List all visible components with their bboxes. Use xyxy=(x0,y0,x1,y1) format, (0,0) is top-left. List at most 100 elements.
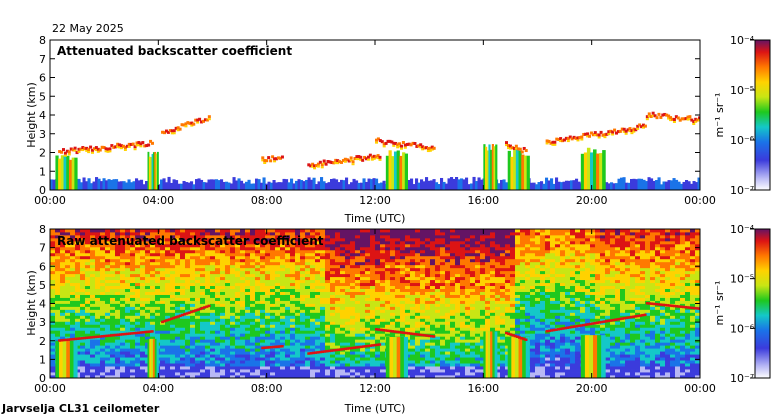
raw-backscatter-cell xyxy=(365,267,371,272)
raw-backscatter-cell xyxy=(90,345,96,349)
raw-backscatter-cell xyxy=(245,342,251,346)
raw-backscatter-cell xyxy=(395,264,401,269)
raw-backscatter-cell xyxy=(215,234,221,239)
raw-backscatter-cell xyxy=(110,261,116,266)
raw-backscatter-cell xyxy=(130,255,136,260)
raw-backscatter-cell xyxy=(135,342,141,346)
raw-backscatter-cell xyxy=(225,354,231,358)
raw-backscatter-cell xyxy=(55,306,61,310)
raw-backscatter-cell xyxy=(290,231,296,236)
raw-backscatter-cell xyxy=(160,294,166,298)
raw-backscatter-cell xyxy=(105,270,111,275)
raw-backscatter-cell xyxy=(125,348,131,352)
cloud-layer-edge xyxy=(698,119,700,122)
cloud-layer-cell xyxy=(102,145,106,149)
raw-backscatter-cell xyxy=(285,264,291,269)
cloud-layer-edge xyxy=(172,132,176,135)
raw-backscatter-cell xyxy=(115,255,121,260)
raw-backscatter-cell xyxy=(435,243,441,248)
raw-backscatter-cell xyxy=(55,315,61,319)
raw-backscatter-cell xyxy=(245,357,251,361)
raw-backscatter-cell xyxy=(390,249,396,254)
raw-backscatter-cell xyxy=(240,288,246,292)
raw-backscatter-cell xyxy=(110,321,116,325)
cloud-layer-cell xyxy=(116,142,120,146)
raw-backscatter-cell xyxy=(260,339,266,343)
raw-backscatter-cell xyxy=(260,321,266,325)
boundary-layer-cell xyxy=(257,179,261,190)
raw-backscatter-cell xyxy=(140,375,146,378)
raw-backscatter-cell xyxy=(250,246,256,251)
raw-backscatter-cell xyxy=(140,363,146,367)
raw-backscatter-cell xyxy=(335,288,341,292)
raw-backscatter-cell xyxy=(375,366,381,370)
raw-backscatter-cell xyxy=(320,270,326,275)
raw-backscatter-cell xyxy=(450,237,456,242)
raw-backscatter-cell xyxy=(370,342,376,346)
raw-backscatter-cell xyxy=(310,366,316,370)
cloud-layer-edge xyxy=(392,144,396,147)
raw-backscatter-cell xyxy=(150,285,156,289)
raw-backscatter-cell xyxy=(425,357,431,361)
raw-backscatter-cell xyxy=(195,258,201,263)
raw-backscatter-cell xyxy=(360,237,366,242)
raw-backscatter-cell xyxy=(275,375,281,378)
raw-backscatter-cell xyxy=(410,252,416,257)
raw-backscatter-cell xyxy=(100,297,106,301)
raw-backscatter-cell xyxy=(460,348,466,352)
raw-backscatter-cell xyxy=(140,354,146,358)
boundary-layer-cell xyxy=(415,178,419,190)
raw-backscatter-cell xyxy=(465,252,471,257)
raw-backscatter-cell xyxy=(215,258,221,263)
raw-backscatter-cell xyxy=(145,288,151,292)
raw-backscatter-cell xyxy=(100,333,106,337)
raw-backscatter-cell xyxy=(170,291,176,295)
raw-backscatter-cell xyxy=(170,276,176,281)
raw-backscatter-cell xyxy=(305,229,311,233)
raw-backscatter-cell xyxy=(390,246,396,251)
raw-backscatter-cell xyxy=(85,300,91,304)
raw-backscatter-cell xyxy=(170,330,176,334)
raw-backscatter-cell xyxy=(330,264,336,269)
raw-backscatter-cell xyxy=(440,312,446,316)
raw-backscatter-cell xyxy=(345,240,351,245)
raw-backscatter-cell xyxy=(455,267,461,272)
raw-backscatter-cell xyxy=(220,345,226,349)
cloud-layer-cell xyxy=(263,159,267,163)
raw-backscatter-cell xyxy=(80,249,86,254)
raw-backscatter-cell xyxy=(95,291,101,295)
cloud-layer-cell xyxy=(615,131,618,135)
raw-backscatter-cell xyxy=(360,303,366,307)
raw-backscatter-cell xyxy=(330,285,336,289)
raw-backscatter-cell xyxy=(140,294,146,298)
raw-backscatter-cell xyxy=(450,372,456,376)
raw-backscatter-cell xyxy=(380,291,386,295)
raw-backscatter-cell xyxy=(295,372,301,376)
raw-backscatter-cell xyxy=(85,291,91,295)
raw-backscatter-cell xyxy=(435,324,441,328)
raw-backscatter-cell xyxy=(445,267,451,272)
raw-backscatter-cell xyxy=(410,351,416,355)
raw-backscatter-cell xyxy=(250,234,256,239)
raw-backscatter-cell xyxy=(120,279,126,284)
raw-backscatter-cell xyxy=(315,273,321,278)
raw-backscatter-cell xyxy=(105,252,111,257)
boundary-layer-cell xyxy=(555,177,559,190)
raw-backscatter-cell xyxy=(375,246,381,251)
raw-backscatter-cell xyxy=(125,270,131,275)
boundary-layer-cell xyxy=(132,181,136,190)
boundary-layer-cell xyxy=(340,179,344,190)
raw-backscatter-cell xyxy=(405,306,411,310)
raw-backscatter-cell xyxy=(105,273,111,278)
raw-backscatter-cell xyxy=(350,336,356,340)
raw-backscatter-cell xyxy=(425,276,431,281)
raw-backscatter-cell xyxy=(465,294,471,298)
raw-backscatter-cell xyxy=(185,264,191,269)
raw-backscatter-cell xyxy=(275,252,281,257)
precip-column-cell xyxy=(151,154,154,190)
raw-backscatter-cell xyxy=(200,261,206,266)
raw-backscatter-cell xyxy=(175,303,181,307)
raw-backscatter-cell xyxy=(170,240,176,245)
raw-backscatter-cell xyxy=(275,333,281,337)
